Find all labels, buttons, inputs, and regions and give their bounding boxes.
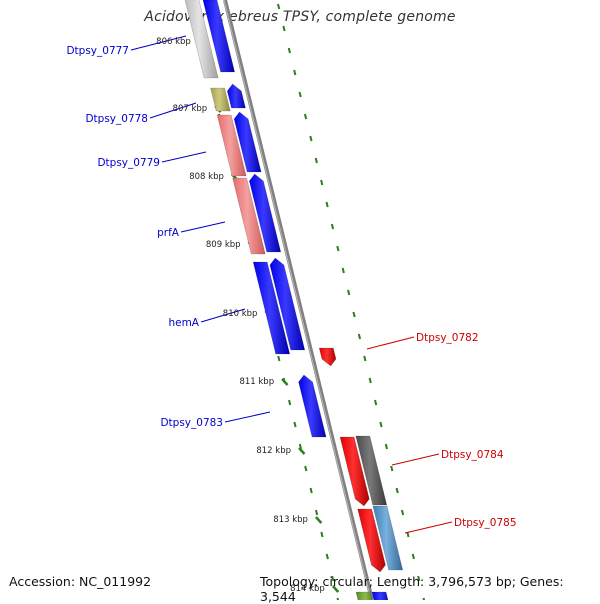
gene-label[interactable]: prfA: [157, 227, 180, 239]
gene-leader-line: [391, 453, 440, 466]
gene-leader-line: [200, 308, 246, 323]
outer-tick-mark: [411, 553, 415, 560]
outer-tick-mark: [325, 201, 329, 208]
inner-tick-mark: [277, 355, 281, 362]
gene-label[interactable]: hemA: [168, 317, 199, 329]
kbp-tick-mark: [331, 585, 340, 593]
gene-feature-dtpsy-0785[interactable]: [357, 508, 386, 573]
gene-feature-prfA-b[interactable]: [249, 173, 282, 253]
outer-tick-mark: [390, 465, 394, 472]
outer-tick-mark: [363, 355, 367, 362]
kbp-tick-label: 810 kbp: [223, 309, 258, 319]
outer-tick-mark: [400, 509, 405, 516]
outer-tick-mark: [341, 267, 345, 274]
outer-tick-mark: [395, 487, 399, 494]
outer-tick-mark: [368, 377, 372, 384]
inner-tick-mark: [304, 465, 308, 472]
gene-feature-prfA[interactable]: [232, 177, 266, 255]
kbp-tick-label: 811 kbp: [239, 377, 274, 387]
genome-backbone: [223, 0, 374, 600]
outer-tick-mark: [298, 91, 302, 98]
gene-feature-dtpsy-0779[interactable]: [216, 114, 247, 177]
outer-tick-mark: [303, 113, 308, 120]
inner-tick-mark: [331, 575, 335, 582]
inner-tick-mark: [336, 597, 340, 600]
gene-label[interactable]: Dtpsy_0777: [66, 45, 129, 57]
kbp-tick-label: 813 kbp: [273, 515, 308, 525]
inner-tick-mark: [288, 399, 292, 406]
outer-tick-mark: [417, 575, 421, 582]
gene-feature-dtpsy-0784b[interactable]: [355, 435, 388, 506]
outer-tick-mark: [320, 179, 324, 186]
genome-backbone-highlight: [223, 0, 372, 600]
outer-tick-mark: [287, 47, 291, 54]
inner-tick-mark: [325, 553, 329, 560]
kbp-tick-mark: [281, 378, 289, 386]
kbp-tick-label: 808 kbp: [189, 172, 224, 182]
inner-tick-mark: [320, 531, 324, 538]
gene-label[interactable]: Dtpsy_0778: [85, 113, 148, 125]
outer-tick-mark: [379, 421, 383, 428]
gene-leader-line: [404, 521, 453, 534]
gene-feature-dtpsy-0778[interactable]: [210, 87, 231, 112]
gene-feature-dtpsy-0784[interactable]: [339, 436, 370, 507]
gene-leader-line: [149, 102, 197, 119]
gene-feature-dtpsy-0785b[interactable]: [372, 505, 404, 571]
outer-tick-mark: [293, 69, 297, 76]
outer-tick-mark: [347, 289, 351, 296]
outer-tick-mark: [422, 597, 426, 600]
gene-label[interactable]: Dtpsy_0784: [441, 449, 504, 461]
outer-tick-mark: [336, 245, 340, 252]
gene-label[interactable]: Dtpsy_0782: [416, 332, 479, 344]
gene-leader-line: [161, 151, 207, 163]
gene-feature-blue-bottom[interactable]: [371, 591, 390, 600]
outer-tick-mark: [277, 3, 281, 10]
gene-leader-line: [224, 411, 271, 423]
outer-tick-mark: [314, 157, 318, 164]
gene-feature-dtpsy-0778b[interactable]: [226, 83, 246, 109]
inner-tick-mark: [309, 487, 313, 494]
gene-feature-hemA-b[interactable]: [269, 257, 306, 351]
outer-tick-mark: [374, 399, 378, 406]
gene-leader-line: [130, 35, 187, 51]
kbp-tick-mark: [314, 516, 323, 524]
gene-feature-hemA[interactable]: [252, 261, 291, 355]
accession-text: Accession: NC_011992: [9, 574, 152, 589]
outer-tick-mark: [352, 311, 356, 318]
outer-tick-mark: [330, 223, 335, 230]
inner-tick-mark: [314, 509, 319, 516]
gene-feature-gray[interactable]: [184, 0, 219, 79]
outer-tick-mark: [309, 135, 313, 142]
gene-leader-line: [366, 336, 415, 350]
kbp-tick-label: 812 kbp: [256, 446, 291, 456]
gene-label[interactable]: Dtpsy_0783: [160, 417, 223, 429]
kbp-tick-mark: [298, 447, 306, 455]
gene-label[interactable]: Dtpsy_0785: [454, 517, 517, 529]
kbp-tick-label: 806 kbp: [156, 37, 191, 47]
gene-feature-dtpsy-0782[interactable]: [318, 347, 337, 367]
kbp-tick-label: 814 kbp: [290, 584, 325, 594]
outer-tick-mark: [384, 443, 388, 450]
gene-feature-dtpsy-0779b[interactable]: [233, 111, 262, 173]
kbp-tick-label: 809 kbp: [206, 240, 241, 250]
inner-tick-mark: [293, 421, 297, 428]
gene-feature-green[interactable]: [355, 591, 374, 600]
outer-tick-mark: [357, 333, 362, 340]
outer-tick-mark: [282, 25, 286, 32]
gene-leader-line: [180, 221, 226, 233]
kbp-tick-label: 807 kbp: [173, 104, 208, 114]
gene-feature-dtpsy-0777[interactable]: [202, 0, 236, 73]
gene-label[interactable]: Dtpsy_0779: [97, 157, 160, 169]
gene-feature-dtpsy-0783[interactable]: [298, 374, 327, 438]
